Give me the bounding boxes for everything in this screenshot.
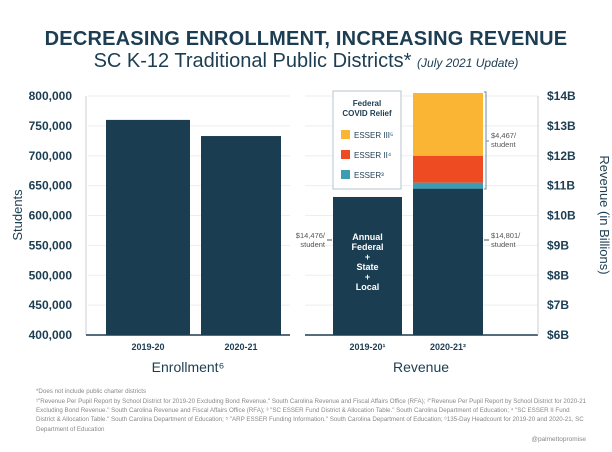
per-student-relief-label: student [491, 140, 517, 149]
x-tick-label-right: 2020-21² [430, 342, 466, 352]
legend-swatch [341, 150, 350, 159]
x-tick-label-left: 2019-20 [131, 342, 164, 352]
y-tick-label-left: 750,000 [29, 119, 73, 133]
y-tick-label-right: $8B [547, 268, 569, 282]
update-note: (July 2021 Update) [417, 56, 519, 70]
y-tick-label-left: 550,000 [29, 238, 73, 252]
relief-bracket [484, 91, 489, 190]
enrollment-bar [106, 119, 190, 336]
subtitle-text: SC K-12 Traditional Public Districts* [93, 50, 412, 72]
bar-inner-label: Federal [351, 242, 383, 252]
y-tick-label-left: 800,000 [29, 89, 73, 103]
y-tick-label-right: $6B [547, 328, 569, 342]
y-tick-label-left: 600,000 [29, 209, 73, 223]
x-tick-label-left: 2020-21 [224, 342, 257, 352]
legend-swatch [341, 130, 350, 139]
bar-inner-label: + [365, 252, 370, 262]
y-axis-title-right: Revenue (in Billions) [597, 155, 612, 274]
legend-item: ESSER III⁵ [354, 131, 393, 140]
revenue-bar-annual-federal-state-local [333, 196, 402, 335]
legend-item: ESSER³ [354, 171, 384, 180]
bar-inner-label: Annual [352, 232, 383, 242]
y-tick-label-right: $9B [547, 238, 569, 252]
y-tick-label-left: 500,000 [29, 268, 73, 282]
y-tick-label-right: $7B [547, 298, 569, 312]
legend-swatch [341, 170, 350, 179]
bar-inner-label: Local [356, 282, 380, 292]
chart-title: DECREASING ENROLLMENT, INCREASING REVENU… [44, 28, 568, 50]
y-tick-label-right: $10B [547, 209, 576, 223]
footnote-charter: *Does not include public charter distric… [36, 388, 147, 395]
y-axis-title-left: Students [10, 189, 25, 241]
y-tick-label-right: $11B [547, 179, 575, 193]
revenue-bar-esser- [413, 182, 483, 189]
enrollment-bar [201, 136, 281, 335]
bar-inner-label: + [365, 272, 370, 282]
revenue-bar-esser-ii- [413, 155, 483, 183]
bar-inner-label: State [356, 262, 378, 272]
legend-item: ESSER II⁴ [354, 151, 392, 160]
per-student-relief-label: $4,467/ [491, 131, 517, 140]
per-student-2019-label: student [300, 240, 326, 249]
per-student-2020-label: student [491, 240, 517, 249]
y-tick-label-left: 650,000 [29, 179, 73, 193]
revenue-bar-esser-iii- [413, 93, 483, 156]
social-handle: @palmettopromise [531, 436, 586, 443]
panel-title-revenue: Revenue [393, 359, 449, 375]
revenue-bar-annual-federal-state-local [413, 188, 483, 335]
per-student-2020-label: $14,801/ [491, 231, 521, 240]
legend-title: COVID Relief [342, 109, 392, 118]
legend-title: Federal [353, 99, 381, 108]
y-tick-label-right: $12B [547, 149, 576, 163]
y-tick-label-left: 450,000 [29, 298, 73, 312]
y-tick-label-left: 400,000 [29, 328, 73, 342]
panel-title-enrollment: Enrollment⁶ [152, 359, 225, 375]
y-tick-label-right: $13B [547, 119, 576, 133]
chart-subtitle: SC K-12 Traditional Public Districts* (J… [0, 50, 612, 73]
footnote-sources: ¹"Revenue Per Pupil Report by School Dis… [36, 398, 587, 433]
per-student-2019-label: $14,476/ [296, 231, 326, 240]
x-tick-label-right: 2019-20¹ [349, 342, 385, 352]
y-tick-label-left: 700,000 [29, 149, 73, 163]
y-tick-label-right: $14B [547, 89, 576, 103]
